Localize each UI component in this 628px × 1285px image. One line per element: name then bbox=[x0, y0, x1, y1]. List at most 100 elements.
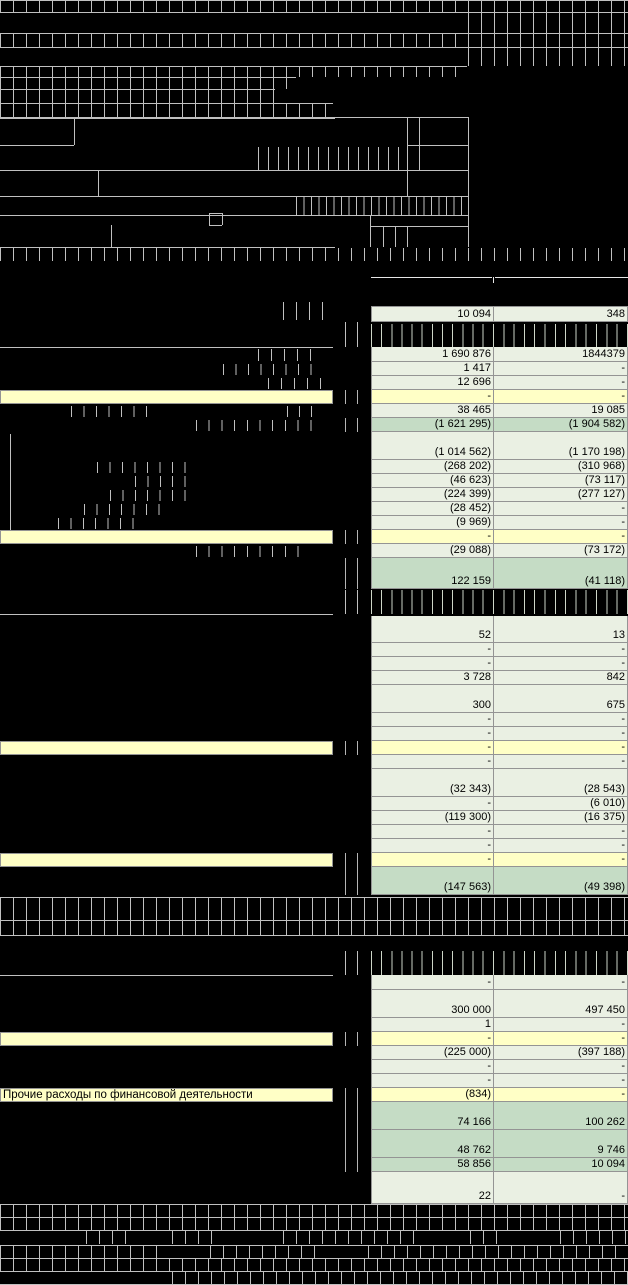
value-cell-prior-period[interactable]: - bbox=[493, 516, 628, 530]
value-cell-current-period[interactable]: 38 465 bbox=[371, 404, 493, 418]
value-cell-prior-period[interactable]: - bbox=[493, 1032, 628, 1046]
value-cell-prior-period[interactable]: 10 094 bbox=[493, 1158, 628, 1172]
value-cell-prior-period[interactable]: - bbox=[493, 530, 628, 544]
row-label-other-financing-expenses[interactable]: Прочие расходы по финансовой деятельност… bbox=[0, 1088, 333, 1102]
value-cell-current-period[interactable]: - bbox=[371, 1032, 493, 1046]
value-cell-prior-period[interactable]: - bbox=[493, 727, 628, 741]
value-cell-current-period[interactable]: (225 000) bbox=[371, 1046, 493, 1060]
value-cell-prior-period[interactable]: 675 bbox=[493, 685, 628, 713]
value-cell-prior-period[interactable]: (49 398) bbox=[493, 867, 628, 895]
value-cell-current-period[interactable]: - bbox=[371, 390, 493, 404]
value-cell-current-period[interactable]: 74 166 bbox=[371, 1102, 493, 1130]
grid-cells bbox=[0, 1218, 628, 1230]
value-cell-prior-period[interactable]: - bbox=[493, 975, 628, 990]
value-cell-prior-period[interactable]: 842 bbox=[493, 671, 628, 685]
value-cell-current-period[interactable]: (46 623) bbox=[371, 474, 493, 488]
value-cell-current-period[interactable]: 22 bbox=[371, 1172, 493, 1204]
value-cell-prior-period[interactable]: - bbox=[493, 1088, 628, 1102]
value-cell-current-period[interactable]: (119 300) bbox=[371, 811, 493, 825]
value-cell-current-period[interactable]: 1 417 bbox=[371, 362, 493, 376]
value-cell-current-period[interactable]: 52 bbox=[371, 616, 493, 643]
value-cell-current-period[interactable]: (29 088) bbox=[371, 544, 493, 558]
value-cell-prior-period[interactable]: - bbox=[493, 825, 628, 839]
row-label-cell[interactable] bbox=[0, 1032, 333, 1046]
value-cell-current-period[interactable]: (1 621 295) bbox=[371, 418, 493, 432]
value-cell-prior-period[interactable]: (397 188) bbox=[493, 1046, 628, 1060]
value-cell-current-period[interactable]: (28 452) bbox=[371, 502, 493, 516]
value-cell-current-period[interactable]: 300 bbox=[371, 685, 493, 713]
row-label-cell[interactable] bbox=[0, 530, 333, 544]
value-cell-current-period[interactable]: (224 399) bbox=[371, 488, 493, 502]
value-cell-prior-period[interactable]: (41 118) bbox=[493, 558, 628, 589]
grid-vline bbox=[296, 302, 297, 320]
value-cell-current-period[interactable]: - bbox=[371, 741, 493, 755]
value-cell-prior-period[interactable]: 13 bbox=[493, 616, 628, 643]
value-cell-prior-period[interactable]: - bbox=[493, 1060, 628, 1074]
value-cell-current-period[interactable]: - bbox=[371, 755, 493, 769]
value-cell-current-period[interactable]: 3 728 bbox=[371, 671, 493, 685]
value-cell-current-period[interactable]: - bbox=[371, 853, 493, 867]
value-cell-prior-period[interactable]: - bbox=[493, 713, 628, 727]
value-cell-prior-period[interactable]: (1 170 198) bbox=[493, 432, 628, 460]
value-cell-current-period[interactable]: 48 762 bbox=[371, 1130, 493, 1158]
opening-balance-cell-col1[interactable]: 10 094 bbox=[371, 306, 493, 322]
value-cell-prior-period[interactable]: - bbox=[493, 853, 628, 867]
value-cell-prior-period[interactable]: (6 010) bbox=[493, 797, 628, 811]
value-cell-current-period[interactable]: - bbox=[371, 713, 493, 727]
value-cell-prior-period[interactable]: - bbox=[493, 839, 628, 853]
value-cell-prior-period[interactable]: 9 746 bbox=[493, 1130, 628, 1158]
value-cell-current-period[interactable]: (32 343) bbox=[371, 769, 493, 797]
value-cell-prior-period[interactable]: 100 262 bbox=[493, 1102, 628, 1130]
value-cell-prior-period[interactable]: - bbox=[493, 741, 628, 755]
value-cell-prior-period[interactable]: - bbox=[493, 643, 628, 657]
row-label-cell[interactable] bbox=[0, 741, 333, 755]
value-cell-current-period[interactable]: 122 159 bbox=[371, 558, 493, 589]
value-cell-prior-period[interactable]: - bbox=[493, 657, 628, 671]
value-cell-current-period[interactable]: (834) bbox=[371, 1088, 493, 1102]
value-cell-prior-period[interactable]: - bbox=[493, 376, 628, 390]
opening-balance-cell-col2[interactable]: 348 bbox=[493, 306, 628, 322]
value-cell-prior-period[interactable]: (277 127) bbox=[493, 488, 628, 502]
value-cell-prior-period[interactable]: (310 968) bbox=[493, 460, 628, 474]
value-cell-current-period[interactable]: (268 202) bbox=[371, 460, 493, 474]
grid-vline bbox=[345, 853, 346, 867]
grid-cells bbox=[0, 67, 467, 77]
row-label-cell[interactable] bbox=[0, 853, 333, 867]
value-cell-current-period[interactable]: 300 000 bbox=[371, 990, 493, 1018]
value-cell-current-period[interactable]: - bbox=[371, 1074, 493, 1088]
value-cell-prior-period[interactable]: 19 085 bbox=[493, 404, 628, 418]
value-cell-prior-period[interactable]: (16 375) bbox=[493, 811, 628, 825]
value-cell-current-period[interactable]: (9 969) bbox=[371, 516, 493, 530]
value-cell-prior-period[interactable]: - bbox=[493, 502, 628, 516]
value-cell-prior-period[interactable]: - bbox=[493, 362, 628, 376]
value-cell-current-period[interactable]: (147 563) bbox=[371, 867, 493, 895]
value-cell-current-period[interactable]: - bbox=[371, 839, 493, 853]
value-cell-current-period[interactable]: - bbox=[371, 727, 493, 741]
value-cell-prior-period[interactable]: - bbox=[493, 755, 628, 769]
value-cell-prior-period[interactable]: 1844379 bbox=[493, 347, 628, 362]
value-cell-current-period[interactable]: 1 690 876 bbox=[371, 347, 493, 362]
value-cell-current-period[interactable]: (1 014 562) bbox=[371, 432, 493, 460]
value-cell-prior-period[interactable]: - bbox=[493, 390, 628, 404]
value-cell-current-period[interactable]: - bbox=[371, 825, 493, 839]
value-cell-current-period[interactable]: - bbox=[371, 1060, 493, 1074]
value-cell-prior-period[interactable]: - bbox=[493, 1018, 628, 1032]
grid-cells bbox=[110, 490, 197, 501]
value-cell-current-period[interactable]: 1 bbox=[371, 1018, 493, 1032]
value-cell-current-period[interactable]: - bbox=[371, 643, 493, 657]
value-cell-prior-period[interactable]: 497 450 bbox=[493, 990, 628, 1018]
value-cell-prior-period[interactable]: (73 172) bbox=[493, 544, 628, 558]
value-cell-prior-period[interactable]: (1 904 582) bbox=[493, 418, 628, 432]
grid-vline bbox=[345, 590, 346, 614]
value-cell-current-period[interactable]: - bbox=[371, 657, 493, 671]
value-cell-current-period[interactable]: - bbox=[371, 975, 493, 990]
value-cell-current-period[interactable]: 12 696 bbox=[371, 376, 493, 390]
value-cell-prior-period[interactable]: - bbox=[493, 1172, 628, 1204]
value-cell-prior-period[interactable]: (73 117) bbox=[493, 474, 628, 488]
value-cell-prior-period[interactable]: (28 543) bbox=[493, 769, 628, 797]
value-cell-current-period[interactable]: - bbox=[371, 530, 493, 544]
row-label-cell[interactable] bbox=[0, 390, 333, 404]
value-cell-current-period[interactable]: 58 856 bbox=[371, 1158, 493, 1172]
value-cell-current-period[interactable]: - bbox=[371, 797, 493, 811]
value-cell-prior-period[interactable]: - bbox=[493, 1074, 628, 1088]
